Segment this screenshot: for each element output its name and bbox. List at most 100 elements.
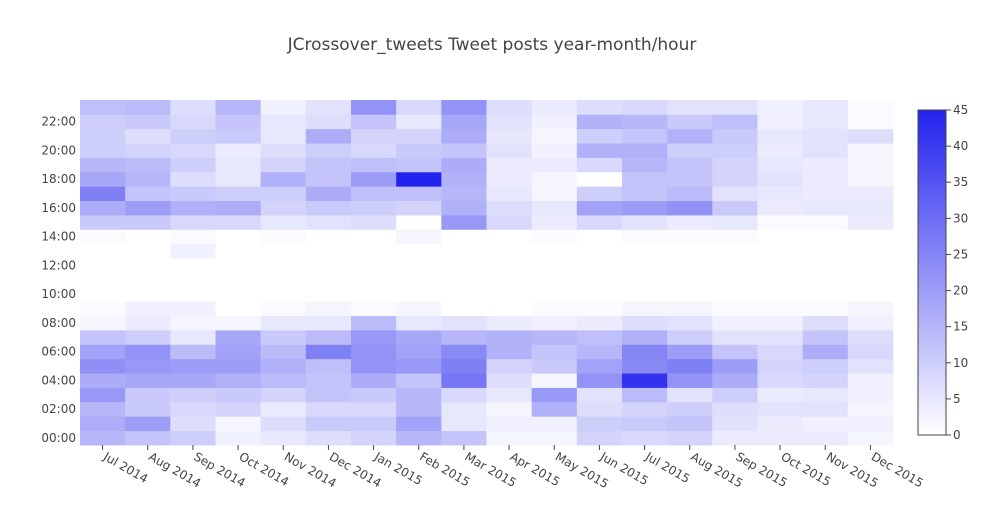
heatmap-cell — [260, 128, 307, 144]
heatmap-cell — [351, 143, 397, 158]
heatmap-cell — [170, 430, 216, 446]
heatmap-cell — [712, 387, 758, 403]
heatmap-cell — [396, 200, 442, 216]
heatmap-cell — [260, 157, 307, 173]
heatmap-cell — [667, 387, 713, 403]
heatmap-cell — [847, 114, 894, 130]
heatmap-cell — [622, 358, 668, 374]
heatmap-cell — [486, 315, 533, 331]
heatmap-cell — [802, 344, 849, 360]
heatmap-cell — [576, 416, 623, 432]
heatmap-cell — [486, 243, 533, 259]
heatmap-cell — [712, 143, 758, 158]
colorbar-tick-label: 0 — [953, 428, 961, 442]
heatmap-cell — [576, 344, 623, 360]
heatmap-cell — [80, 330, 126, 345]
heatmap-cell — [215, 186, 262, 202]
heatmap-cell — [486, 128, 533, 144]
heatmap-cell — [215, 100, 262, 115]
heatmap-cell — [125, 416, 171, 432]
heatmap-cell — [215, 301, 262, 317]
heatmap-cell — [305, 215, 352, 230]
heatmap-cell — [260, 373, 307, 388]
heatmap-cell — [125, 373, 171, 388]
heatmap-cell — [351, 330, 397, 345]
heatmap-cell — [305, 243, 352, 259]
heatmap-cell — [622, 157, 668, 173]
heatmap-cell — [305, 100, 352, 115]
heatmap-cell — [441, 330, 487, 345]
heatmap-cell — [802, 301, 849, 317]
heatmap-cell — [757, 243, 804, 259]
heatmap-cell — [622, 114, 668, 130]
heatmap-cell — [305, 143, 352, 158]
heatmap-cell — [576, 215, 623, 230]
heatmap-cell — [125, 387, 171, 403]
heatmap-cell — [576, 373, 623, 388]
heatmap-cell — [396, 315, 442, 331]
heatmap-cell — [396, 186, 442, 202]
heatmap-cell — [351, 243, 397, 259]
heatmap-cell — [712, 416, 758, 432]
heatmap-cell — [441, 416, 487, 432]
heatmap-cell — [576, 358, 623, 374]
heatmap-cell — [486, 286, 533, 302]
heatmap-cell — [260, 215, 307, 230]
heatmap-cell — [80, 401, 126, 417]
heatmap-cell — [757, 344, 804, 360]
heatmap-cell — [757, 143, 804, 158]
heatmap-cell — [260, 243, 307, 259]
heatmap-cell — [667, 171, 713, 187]
heatmap-cell — [847, 171, 894, 187]
heatmap-cell — [125, 243, 171, 259]
heatmap-cell — [622, 401, 668, 417]
heatmap-cell — [576, 301, 623, 317]
heatmap-cell — [260, 258, 307, 273]
heatmap-cell — [667, 430, 713, 446]
heatmap-cell — [441, 430, 487, 446]
heatmap-cell — [215, 272, 262, 288]
heatmap-cell — [125, 430, 171, 446]
heatmap-cell — [351, 157, 397, 173]
heatmap-cell — [441, 358, 487, 374]
heatmap-cell — [802, 358, 849, 374]
heatmap-cell — [215, 243, 262, 259]
heatmap-cell — [847, 243, 894, 259]
heatmap-cell — [531, 344, 578, 360]
heatmap-cell — [576, 286, 623, 302]
heatmap-cell — [125, 143, 171, 158]
heatmap-cell — [486, 272, 533, 288]
y-tick-label: 02:00 — [41, 402, 76, 416]
heatmap-cell — [125, 128, 171, 144]
heatmap-cell — [260, 229, 307, 245]
heatmap-cell — [531, 272, 578, 288]
heatmap-cell — [712, 100, 758, 115]
x-tick-label: Feb 2015 — [417, 449, 472, 489]
heatmap-cell — [80, 186, 126, 202]
heatmap-cell — [486, 430, 533, 446]
heatmap-cell — [351, 401, 397, 417]
heatmap-cell — [260, 301, 307, 317]
heatmap-cell — [757, 315, 804, 331]
heatmap-cell — [80, 128, 126, 144]
heatmap-cell — [441, 157, 487, 173]
heatmap-cell — [622, 186, 668, 202]
heatmap-cell — [802, 401, 849, 417]
heatmap-cell — [170, 186, 216, 202]
heatmap-cell — [441, 200, 487, 216]
heatmap-cell — [667, 272, 713, 288]
heatmap-cell — [576, 157, 623, 173]
heatmap-cell — [215, 229, 262, 245]
heatmap-cell — [260, 200, 307, 216]
heatmap-cell — [531, 186, 578, 202]
heatmap-cell — [622, 200, 668, 216]
heatmap-cell — [576, 401, 623, 417]
heatmap-cell — [667, 416, 713, 432]
heatmap-cell — [486, 229, 533, 245]
heatmap-cell — [351, 416, 397, 432]
heatmap-cell — [486, 114, 533, 130]
heatmap-cell — [396, 229, 442, 245]
heatmap-cell — [531, 401, 578, 417]
heatmap-cell — [802, 215, 849, 230]
heatmap-cell — [712, 186, 758, 202]
